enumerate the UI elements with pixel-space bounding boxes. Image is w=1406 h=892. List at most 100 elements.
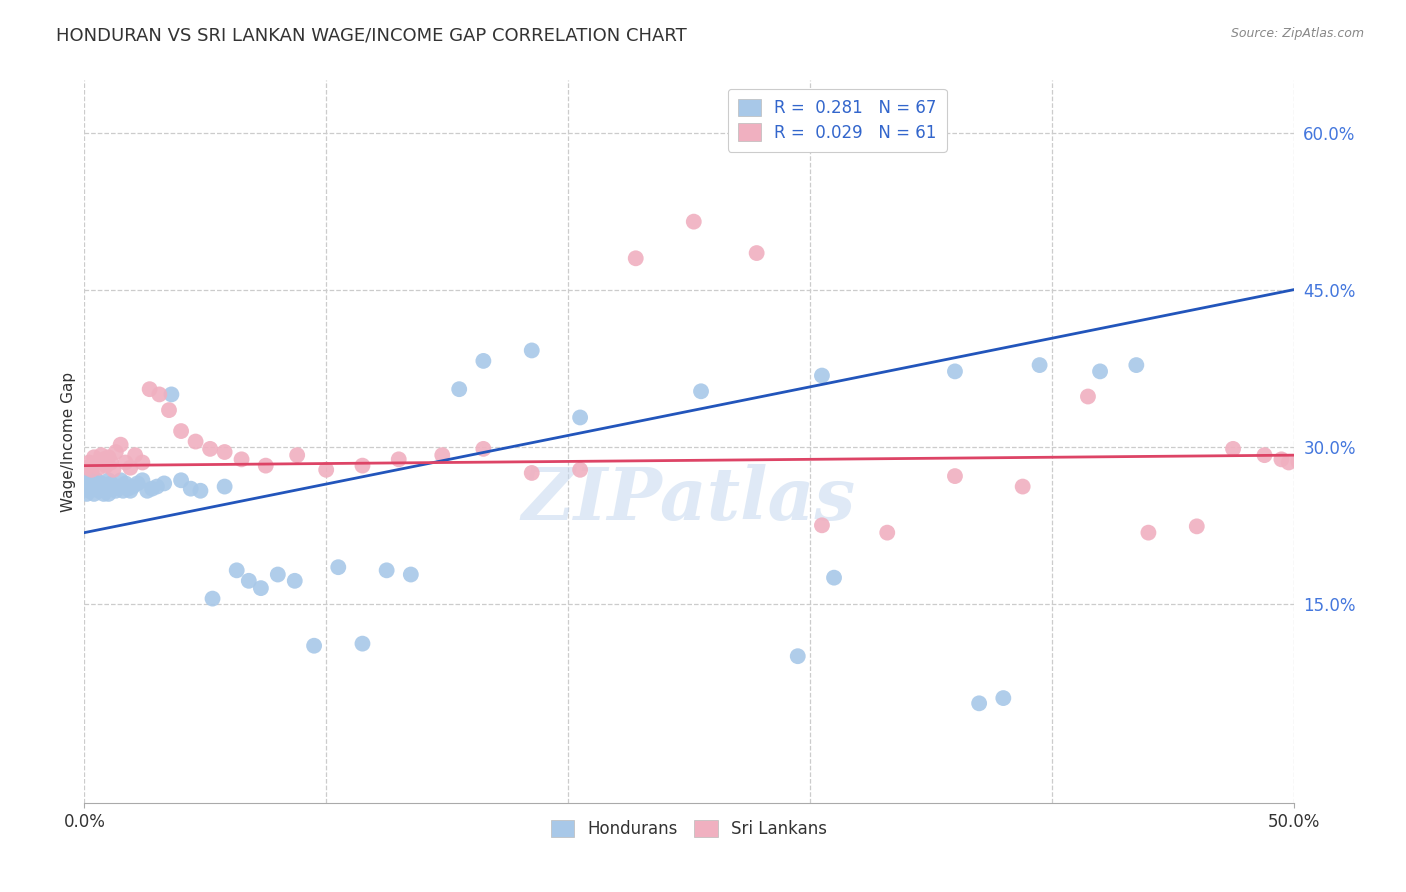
Point	[876, 525, 898, 540]
Point	[352, 637, 374, 651]
Point	[93, 482, 115, 496]
Point	[690, 384, 713, 399]
Point	[811, 368, 834, 383]
Point	[114, 455, 136, 469]
Point	[148, 387, 170, 401]
Point	[682, 214, 704, 228]
Point	[1336, 448, 1358, 462]
Point	[112, 483, 135, 498]
Point	[93, 452, 115, 467]
Point	[141, 482, 163, 496]
Point	[83, 482, 105, 496]
Point	[103, 463, 125, 477]
Point	[214, 479, 236, 493]
Point	[120, 483, 142, 498]
Point	[1330, 460, 1353, 475]
Point	[97, 473, 120, 487]
Point	[201, 591, 224, 606]
Point	[83, 450, 105, 465]
Point	[87, 482, 110, 496]
Point	[1319, 466, 1341, 480]
Point	[157, 403, 180, 417]
Point	[77, 483, 100, 498]
Point	[1222, 442, 1244, 456]
Point	[943, 469, 966, 483]
Point	[124, 448, 146, 462]
Point	[104, 445, 127, 459]
Point	[811, 518, 834, 533]
Point	[399, 567, 422, 582]
Point	[1306, 458, 1329, 473]
Point	[93, 487, 115, 501]
Point	[225, 563, 247, 577]
Point	[214, 445, 236, 459]
Point	[100, 476, 122, 491]
Point	[285, 448, 308, 462]
Point	[87, 460, 110, 475]
Point	[352, 458, 374, 473]
Point	[238, 574, 260, 588]
Point	[569, 410, 592, 425]
Point	[1137, 525, 1160, 540]
Point	[184, 434, 207, 449]
Point	[76, 460, 98, 475]
Point	[449, 382, 471, 396]
Point	[375, 563, 398, 577]
Point	[86, 455, 108, 469]
Point	[160, 387, 183, 401]
Point	[97, 487, 120, 501]
Point	[121, 479, 143, 493]
Point	[1343, 460, 1365, 475]
Point	[104, 483, 127, 498]
Text: HONDURAN VS SRI LANKAN WAGE/INCOME GAP CORRELATION CHART: HONDURAN VS SRI LANKAN WAGE/INCOME GAP C…	[56, 27, 688, 45]
Point	[170, 473, 193, 487]
Point	[77, 455, 100, 469]
Point	[131, 455, 153, 469]
Point	[624, 252, 647, 266]
Legend: Hondurans, Sri Lankans: Hondurans, Sri Lankans	[544, 814, 834, 845]
Point	[94, 479, 117, 493]
Point	[80, 476, 103, 491]
Text: Source: ZipAtlas.com: Source: ZipAtlas.com	[1230, 27, 1364, 40]
Point	[745, 246, 768, 260]
Point	[1088, 364, 1111, 378]
Point	[1270, 452, 1292, 467]
Point	[190, 483, 212, 498]
Point	[786, 649, 808, 664]
Point	[1185, 519, 1208, 533]
Point	[1011, 479, 1033, 493]
Point	[1286, 454, 1309, 468]
Point	[1125, 358, 1147, 372]
Point	[114, 476, 136, 491]
Point	[77, 473, 100, 487]
Point	[520, 343, 543, 358]
Point	[328, 560, 350, 574]
Point	[83, 487, 105, 501]
Point	[90, 476, 112, 491]
Point	[1340, 455, 1362, 469]
Point	[250, 581, 273, 595]
Point	[77, 479, 100, 493]
Point	[284, 574, 307, 588]
Point	[472, 354, 495, 368]
Point	[569, 463, 592, 477]
Point	[170, 424, 193, 438]
Point	[136, 483, 159, 498]
Point	[76, 487, 98, 501]
Point	[107, 479, 129, 493]
Point	[76, 482, 98, 496]
Point	[100, 455, 122, 469]
Point	[1028, 358, 1050, 372]
Y-axis label: Wage/Income Gap: Wage/Income Gap	[60, 371, 76, 512]
Point	[90, 448, 112, 462]
Point	[388, 452, 411, 467]
Point	[86, 479, 108, 493]
Point	[198, 442, 221, 456]
Point	[153, 476, 176, 491]
Point	[110, 438, 132, 452]
Point	[80, 466, 103, 480]
Point	[146, 479, 169, 493]
Point	[1295, 458, 1317, 472]
Point	[94, 458, 117, 473]
Point	[127, 476, 149, 491]
